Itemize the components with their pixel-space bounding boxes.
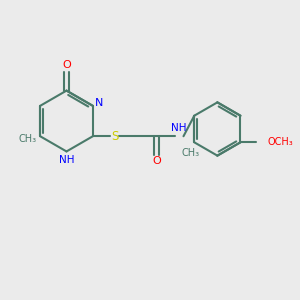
Text: OCH₃: OCH₃ [267, 137, 293, 147]
Text: O: O [152, 156, 161, 167]
Text: NH: NH [59, 155, 74, 165]
Text: CH₃: CH₃ [182, 148, 200, 158]
Text: N: N [95, 98, 103, 108]
Text: O: O [62, 60, 71, 70]
Text: S: S [111, 130, 119, 143]
Text: CH₃: CH₃ [19, 134, 37, 144]
Text: NH: NH [171, 123, 187, 133]
